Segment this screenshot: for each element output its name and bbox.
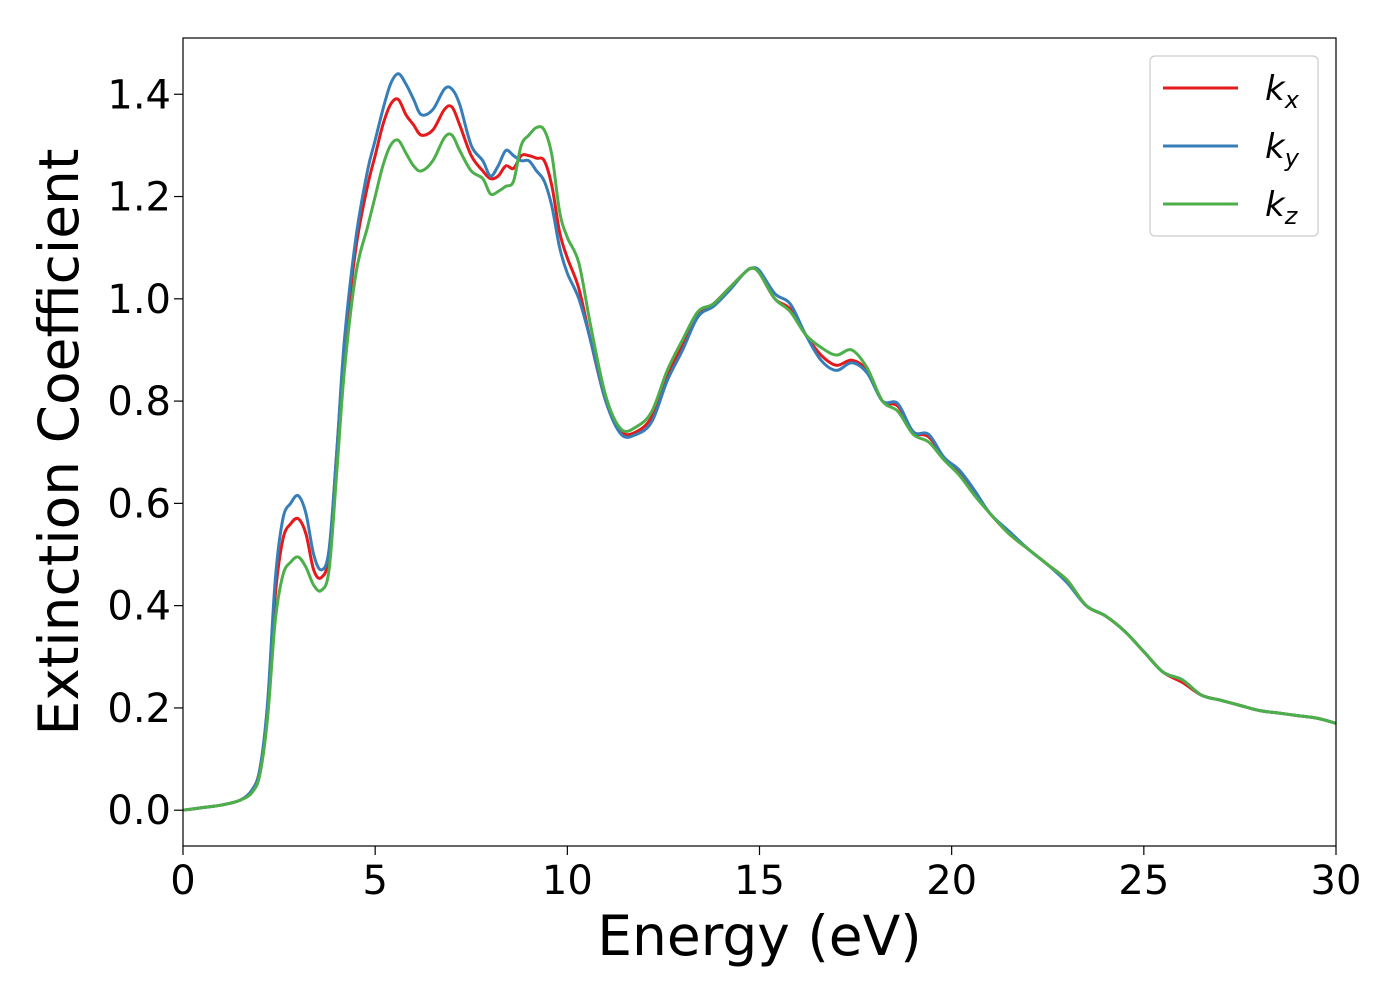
series-layer (182, 72, 1337, 812)
x-axis-label: Energy (eV) (597, 904, 921, 968)
y-axis-label: Extinction Coefficient (27, 149, 91, 736)
y-tick-label: 0.8 (107, 379, 171, 425)
x-tick-label: 30 (1311, 858, 1362, 904)
x-tick-label: 5 (362, 858, 387, 904)
y-tick-label: 1.4 (107, 72, 171, 118)
y-tick-label: 0.2 (107, 686, 171, 732)
x-axis-ticks: 0 5 10 15 20 25 30 (170, 846, 1361, 904)
legend: kx ky kz (1149, 55, 1319, 237)
series-line-kz (182, 125, 1337, 812)
y-tick-label: 0.4 (107, 584, 171, 630)
legend-label-kz: kz (1265, 185, 1299, 230)
legend-label-ky: ky (1265, 127, 1300, 172)
x-tick-label: 10 (542, 858, 593, 904)
y-axis-ticks: 0.0 0.2 0.4 0.6 0.8 1.0 1.2 1.4 (107, 72, 183, 834)
y-tick-label: 0.0 (107, 788, 171, 834)
x-tick-label: 25 (1118, 858, 1169, 904)
x-tick-label: 15 (734, 858, 785, 904)
x-tick-label: 0 (170, 858, 195, 904)
y-tick-label: 0.6 (107, 481, 171, 527)
y-tick-label: 1.2 (107, 175, 171, 221)
x-tick-label: 20 (926, 858, 977, 904)
y-tick-label: 1.0 (107, 277, 171, 323)
legend-label-kx: kx (1265, 69, 1300, 114)
